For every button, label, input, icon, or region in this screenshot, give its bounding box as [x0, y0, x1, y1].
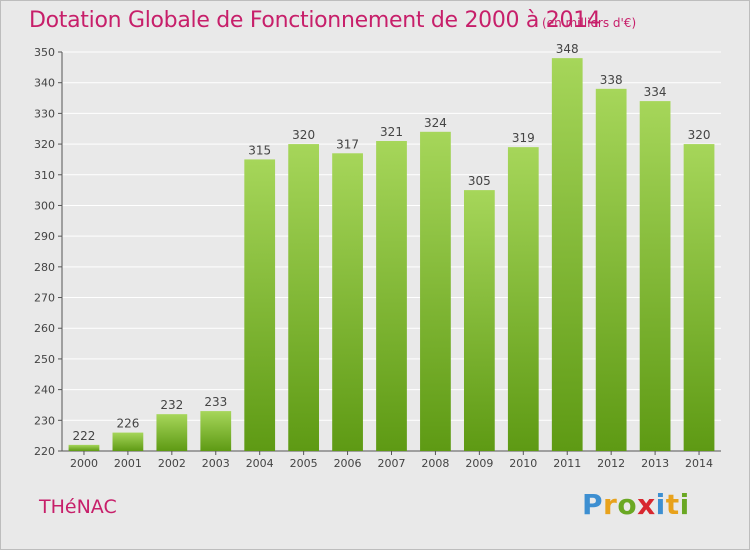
data-label-2007: 321	[380, 125, 403, 139]
data-label-2006: 317	[336, 137, 359, 151]
bar-2011	[551, 58, 583, 452]
bar-2009	[463, 190, 495, 451]
bar-2001	[112, 432, 144, 451]
chart-title: Dotation Globale de Fonctionnement de 20…	[29, 8, 601, 33]
data-label-2001: 226	[116, 417, 139, 431]
bar-2008	[420, 131, 451, 452]
bar-2013	[639, 101, 671, 451]
bar-2002	[156, 414, 188, 451]
x-tick-label-2010: 2010	[509, 457, 537, 470]
bar-2006	[332, 153, 363, 452]
x-tick-label-2006: 2006	[334, 457, 362, 470]
bar-2007	[376, 141, 407, 451]
data-label-2010: 319	[512, 131, 535, 145]
x-tick-label-2011: 2011	[553, 457, 581, 470]
data-label-2014: 320	[688, 128, 711, 142]
x-tick-label-2012: 2012	[597, 457, 625, 470]
bar-2004	[244, 159, 276, 451]
data-label-2013: 334	[644, 85, 667, 99]
data-label-2009: 305	[468, 174, 491, 188]
data-label-2002: 232	[160, 398, 183, 412]
data-label-2008: 324	[424, 116, 447, 130]
x-tick-label-2002: 2002	[158, 457, 186, 470]
y-tick-label: 300	[34, 199, 55, 212]
y-tick-label: 270	[34, 292, 55, 305]
x-tick-label-2005: 2005	[290, 457, 318, 470]
bar-2014	[683, 144, 715, 452]
x-tick-label-2007: 2007	[378, 457, 406, 470]
x-tick-label-2004: 2004	[246, 457, 274, 470]
y-tick-label: 330	[34, 107, 55, 120]
y-tick-label: 350	[34, 46, 55, 59]
x-tick-label-2014: 2014	[685, 457, 713, 470]
x-tick-label-2001: 2001	[114, 457, 142, 470]
bar-2010	[507, 147, 539, 451]
x-tick-label-2003: 2003	[202, 457, 230, 470]
x-tick-label-2009: 2009	[465, 457, 493, 470]
data-label-2005: 320	[292, 128, 315, 142]
y-tick-label: 220	[34, 445, 55, 458]
commune-name: THéNAC	[39, 496, 117, 518]
y-tick-label: 240	[34, 384, 55, 397]
y-tick-label: 310	[34, 169, 55, 182]
x-tick-label-2000: 2000	[70, 457, 98, 470]
chart-unit-note: (en milliers d'€)	[542, 16, 637, 30]
y-tick-label: 340	[34, 77, 55, 90]
proxiti-logo: Proxiti	[582, 488, 690, 521]
data-label-2012: 338	[600, 73, 623, 87]
y-tick-label: 320	[34, 138, 55, 151]
bar-2012	[595, 88, 627, 451]
y-tick-label: 250	[34, 353, 55, 366]
bar-2000	[68, 444, 100, 451]
data-label-2003: 233	[204, 395, 227, 409]
y-tick-label: 290	[34, 230, 55, 243]
x-tick-label-2013: 2013	[641, 457, 669, 470]
y-tick-label: 230	[34, 414, 55, 427]
bar-2005	[288, 144, 320, 452]
data-label-2000: 222	[73, 429, 96, 443]
bar-2003	[200, 411, 232, 451]
y-tick-label: 280	[34, 261, 55, 274]
x-tick-label-2008: 2008	[421, 457, 449, 470]
data-label-2004: 315	[248, 143, 271, 157]
y-tick-label: 260	[34, 322, 55, 335]
data-label-2011: 348	[556, 42, 579, 56]
